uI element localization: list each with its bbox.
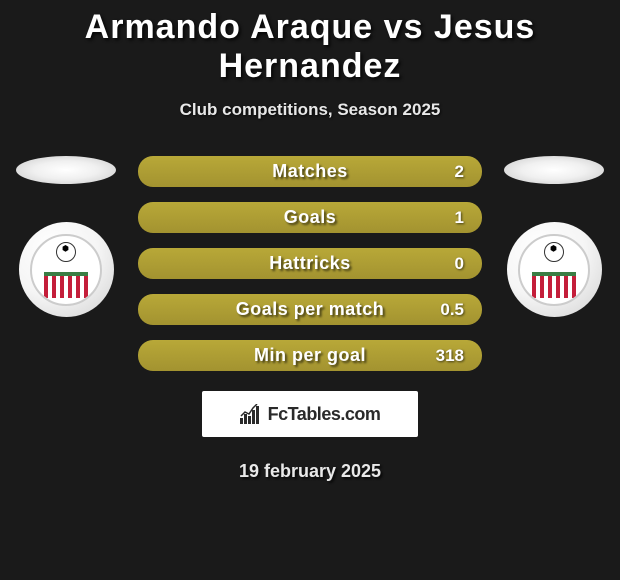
page-title: Armando Araque vs Jesus Hernandez	[0, 8, 620, 86]
footer-date: 19 february 2025	[0, 461, 620, 482]
stat-label: Goals	[284, 207, 337, 228]
chart-icon	[240, 404, 262, 424]
stat-row-goals-per-match: Goals per match 0.5	[138, 294, 482, 325]
stat-label: Hattricks	[269, 253, 351, 274]
right-player-ellipse	[504, 156, 604, 184]
stat-label: Goals per match	[236, 299, 385, 320]
left-player-column	[12, 156, 120, 317]
badge-stripes	[44, 272, 88, 298]
stat-right-value: 0	[424, 254, 464, 274]
stat-row-matches: Matches 2	[138, 156, 482, 187]
badge-inner	[30, 234, 102, 306]
soccer-ball-icon	[544, 242, 564, 262]
branding-box: FcTables.com	[202, 391, 418, 437]
left-team-badge	[19, 222, 114, 317]
stat-label: Matches	[272, 161, 348, 182]
stat-label: Min per goal	[254, 345, 366, 366]
stat-right-value: 2	[424, 162, 464, 182]
badge-stripes	[532, 272, 576, 298]
subtitle: Club competitions, Season 2025	[0, 100, 620, 120]
main-area: Matches 2 Goals 1 Hattricks 0 Goals per …	[0, 156, 620, 371]
stats-column: Matches 2 Goals 1 Hattricks 0 Goals per …	[138, 156, 482, 371]
branding-text: FcTables.com	[268, 404, 381, 425]
left-player-ellipse	[16, 156, 116, 184]
stat-row-min-per-goal: Min per goal 318	[138, 340, 482, 371]
right-team-badge	[507, 222, 602, 317]
right-player-column	[500, 156, 608, 317]
stat-row-hattricks: Hattricks 0	[138, 248, 482, 279]
soccer-ball-icon	[56, 242, 76, 262]
stat-row-goals: Goals 1	[138, 202, 482, 233]
badge-inner	[518, 234, 590, 306]
stat-right-value: 1	[424, 208, 464, 228]
stat-right-value: 0.5	[424, 300, 464, 320]
stat-right-value: 318	[424, 346, 464, 366]
comparison-card: Armando Araque vs Jesus Hernandez Club c…	[0, 0, 620, 482]
